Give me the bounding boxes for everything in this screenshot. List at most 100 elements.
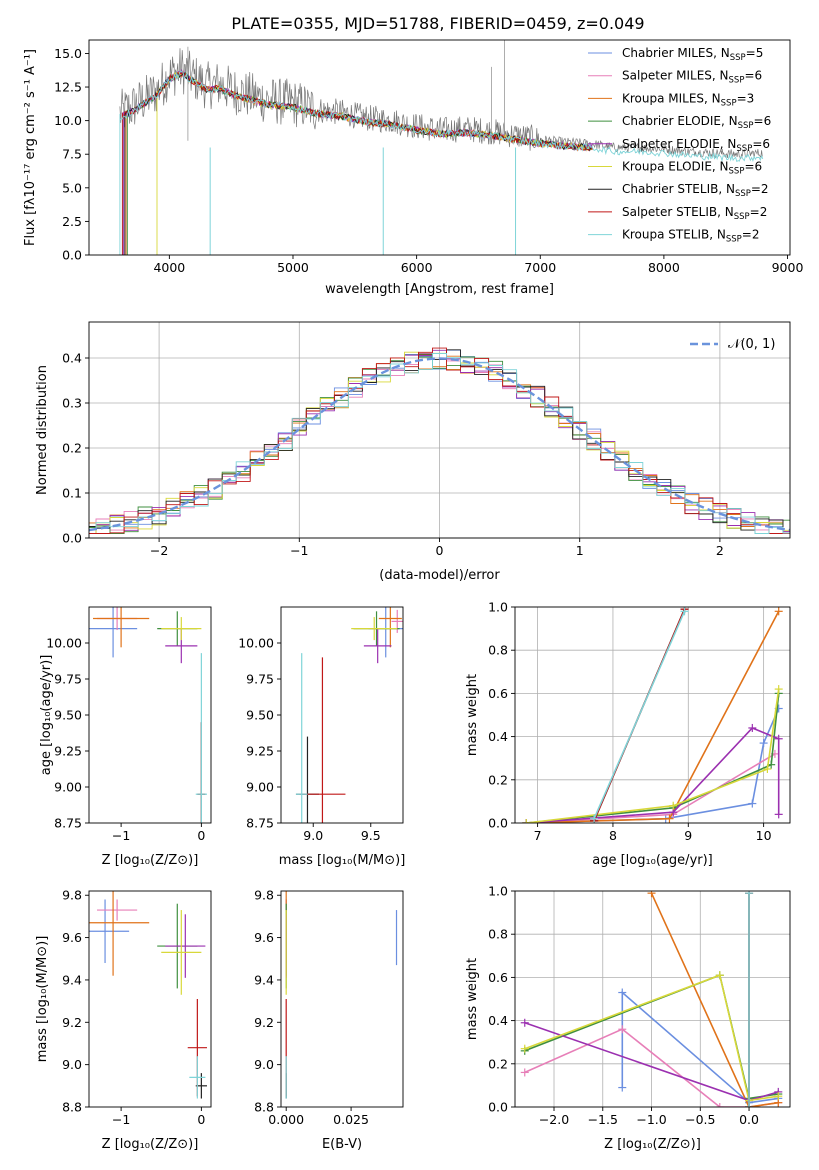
x-tick-label: −2.0: [539, 1112, 569, 1127]
mass-weight-series-3: [526, 693, 780, 823]
y-tick-label: 9.50: [246, 708, 274, 723]
x-axis-label: (data-model)/error: [379, 568, 500, 583]
residual-histogram-chart: −2 −1 0 1 2 0.0 0.1 0.2 0.3 0.4 (data-model)/error…: [35, 321, 791, 583]
mass-weight-vs-age-chart: 7 8 9 10 0.0 0.2 0.4 0.6 0.8 1.0 age [log₁₀(age/yr…: [465, 600, 791, 868]
x-axis-label: Z [log₁₀(Z/Z⊙)]: [102, 1137, 199, 1152]
y-tick-label: 1.0: [488, 884, 508, 899]
x-axis-label: E(B-V): [322, 1137, 362, 1152]
legend-sub: SSP: [729, 76, 745, 86]
mass-weight-series-5: [524, 974, 779, 1102]
y-tick-label: 10.0: [54, 113, 82, 128]
y-tick-label: 0.3: [62, 396, 82, 411]
x-tick-label: 0: [436, 543, 444, 558]
plot-area: [285, 891, 398, 1099]
y-tick-label: 8.75: [246, 816, 274, 831]
y-tick-label: 0.4: [62, 351, 82, 366]
axes-frame: [280, 606, 404, 824]
y-tick-label: 9.8: [254, 888, 274, 903]
y-tick-label: 10.00: [46, 636, 82, 651]
legend-n: =6: [754, 114, 772, 128]
axes-frame: [88, 39, 791, 256]
errorbar-point-1: [391, 609, 403, 633]
x-tick-label: −1: [290, 543, 308, 558]
legend-entry-normal: 𝒩(0, 1): [728, 337, 775, 352]
y-tick-label: 0.0: [488, 1100, 508, 1115]
legend-entry-3: Chabrier ELODIE, NSSP=6: [622, 114, 771, 131]
legend-entry-0: Chabrier MILES, NSSP=5: [622, 46, 763, 63]
x-tick-label: −0.5: [685, 1112, 715, 1127]
mass-weight-series-8: [593, 610, 686, 820]
errorbar-point-5: [351, 617, 398, 641]
y-tick-label: 8.8: [254, 1100, 274, 1115]
y-axis-label: mass [log₁₀(M/M⊙)]: [35, 936, 50, 1063]
y-tick-label: 9.75: [54, 672, 82, 687]
x-tick-label: 4000: [153, 260, 185, 275]
mass-weight-series-0: [526, 708, 780, 823]
legend-entry-7: Salpeter STELIB, NSSP=2: [622, 205, 767, 222]
legend-n: =6: [752, 137, 770, 151]
plot-area: [89, 347, 790, 534]
legend-entry-4: Salpeter ELODIE, NSSP=6: [622, 137, 770, 154]
legend-n: =2: [750, 205, 768, 219]
y-tick-label: 10.00: [238, 636, 274, 651]
legend-sub: SSP: [726, 235, 742, 245]
errorbar-point-2: [89, 891, 150, 976]
legend-n: =3: [737, 91, 755, 105]
mass-weight-series-0: [621, 990, 779, 1104]
observed-spectrum: [119, 48, 763, 160]
y-tick-label: 0.6: [488, 970, 508, 985]
x-tick-label: 0.000: [268, 1112, 304, 1127]
x-tick-label: 0: [197, 1112, 205, 1127]
errorbar-point-5: [161, 910, 202, 995]
x-tick-label: 2: [716, 543, 724, 558]
legend-sub: SSP: [721, 98, 737, 108]
mass-vs-ebv-chart: 0.000 0.025 8.8 9.0 9.2 9.4 9.6 9.8 E(B-V): [254, 888, 404, 1152]
y-tick-label: 0.2: [488, 1056, 508, 1071]
x-tick-label: 5000: [277, 260, 309, 275]
axes-frame: [88, 890, 212, 1108]
y-tick-label: 15.0: [54, 46, 82, 61]
legend-sub: SSP: [735, 189, 751, 199]
y-tick-label: 9.4: [254, 972, 274, 987]
x-tick-label: 8000: [648, 260, 680, 275]
spectrum-chart: 4000 5000 6000 7000 8000 9000 0.0 2.5 5.0 7.5 10.0…: [23, 39, 804, 297]
mass-weight-series-1: [526, 753, 776, 823]
errorbar-point-0: [89, 607, 138, 658]
y-tick-label: 12.5: [54, 80, 82, 95]
age-vs-mass-chart: 9.0 9.5 8.75 9.00 9.25 9.50 9.75 10.00 mass [log…: [238, 606, 405, 868]
y-tick-label: 0.8: [488, 927, 508, 942]
y-tick-label: 9.25: [246, 744, 274, 759]
y-tick-label: 9.0: [254, 1057, 274, 1072]
x-tick-label: 0: [197, 828, 205, 843]
x-tick-label: 9.0: [303, 828, 323, 843]
x-tick-label: 8: [609, 828, 617, 843]
legend-sub: SSP: [738, 121, 754, 131]
y-tick-label: 2.5: [62, 214, 82, 229]
y-tick-label: 0.6: [488, 686, 508, 701]
y-axis-label: mass weight: [465, 674, 480, 756]
y-tick-label: 8.8: [62, 1100, 82, 1115]
axes-frame: [514, 890, 791, 1108]
figure-title: PLATE=0355, MJD=51788, FIBERID=0459, z=0…: [231, 14, 644, 33]
y-tick-label: 9.0: [62, 1057, 82, 1072]
legend-entry-1: Salpeter MILES, NSSP=6: [622, 69, 762, 86]
mass-weight-series-2: [526, 610, 780, 823]
x-tick-label: 9: [684, 828, 692, 843]
legend-sub: SSP: [730, 53, 746, 63]
y-tick-label: 9.75: [246, 672, 274, 687]
x-tick-label: 9000: [772, 260, 804, 275]
y-tick-label: 0.1: [62, 486, 82, 501]
legend-n: =6: [744, 69, 762, 83]
legend-sub: SSP: [736, 144, 752, 154]
y-tick-label: 9.25: [54, 744, 82, 759]
x-tick-label: 0.0: [739, 1112, 759, 1127]
x-tick-label: −1.0: [636, 1112, 666, 1127]
x-axis-label: Z [log₁₀(Z/Z⊙)]: [102, 853, 199, 868]
y-axis-label: age [log₁₀(age/yr)]: [39, 655, 54, 776]
plot-area: [89, 891, 207, 1099]
legend-entry-5: Kroupa ELODIE, NSSP=6: [622, 160, 762, 177]
x-tick-label: 1: [576, 543, 584, 558]
plot-area: [522, 607, 783, 823]
y-tick-label: 0.0: [488, 816, 508, 831]
